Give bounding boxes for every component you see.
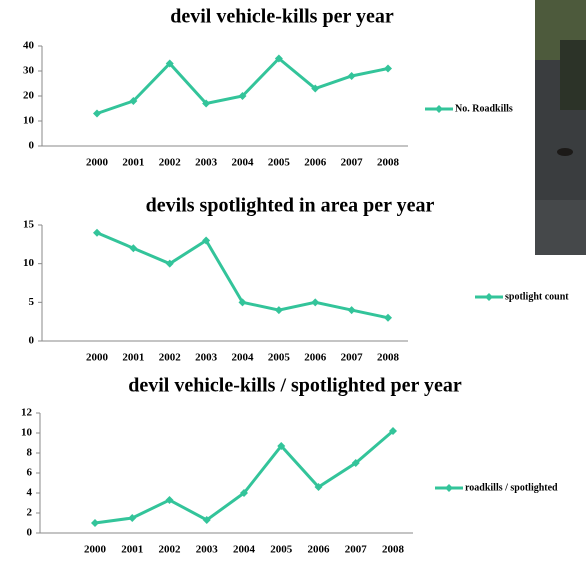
x-tick-label: 2001 [122,352,144,364]
y-tick-label: 5 [29,296,35,308]
x-tick-label: 2005 [270,544,293,556]
data-point [348,306,356,314]
x-tick-label: 2000 [86,352,109,364]
y-tick-label: 0 [27,527,33,539]
x-tick-label: 2006 [304,157,327,169]
y-tick-label: 2 [27,507,33,519]
series-line [97,59,388,114]
chart-title: devil vehicle-kills / spotlighted per ye… [128,375,462,397]
data-point [384,65,392,73]
x-tick-label: 2003 [195,157,218,169]
x-tick-label: 2007 [345,544,368,556]
y-tick-label: 10 [23,115,35,127]
legend-label: spotlight count [505,291,569,302]
legend-label: No. Roadkills [455,103,513,114]
x-tick-label: 2002 [159,352,182,364]
y-tick-label: 8 [27,447,33,459]
x-tick-label: 2008 [377,352,400,364]
data-point [384,314,392,322]
x-tick-label: 2001 [121,544,143,556]
chart-title: devils spotlighted in area per year [146,195,435,217]
x-tick-label: 2008 [382,544,405,556]
legend-marker [485,293,493,301]
legend-label: roadkills / spotlighted [465,482,558,493]
page: devil vehicle-kills per year010203040200… [0,0,586,564]
x-tick-label: 2007 [341,157,364,169]
y-tick-label: 6 [27,467,33,479]
data-point [91,519,99,527]
legend-marker [435,105,443,113]
x-tick-label: 2002 [159,544,182,556]
x-tick-label: 2001 [122,157,144,169]
y-tick-label: 20 [23,90,35,102]
x-tick-label: 2004 [233,544,256,556]
data-point [93,110,101,118]
x-tick-label: 2005 [268,352,291,364]
chart-title: devil vehicle-kills per year [170,6,394,28]
data-point [275,306,283,314]
x-tick-label: 2007 [341,352,364,364]
y-tick-label: 12 [21,407,33,419]
data-point [311,298,319,306]
x-tick-label: 2003 [195,352,218,364]
y-tick-label: 0 [29,335,35,347]
x-tick-label: 2008 [377,157,400,169]
x-tick-label: 2006 [308,544,331,556]
x-tick-label: 2000 [84,544,107,556]
y-tick-label: 0 [29,140,35,152]
x-tick-label: 2005 [268,157,291,169]
y-tick-label: 4 [27,487,33,499]
y-tick-label: 15 [23,219,35,231]
y-tick-label: 10 [21,427,33,439]
series-line [95,431,393,523]
photo [535,0,586,255]
x-tick-label: 2000 [86,157,109,169]
y-tick-label: 30 [23,65,35,77]
x-tick-label: 2006 [304,352,327,364]
data-point [348,72,356,80]
x-tick-label: 2004 [232,352,255,364]
legend-marker [445,484,453,492]
y-tick-label: 40 [23,40,35,52]
y-tick-label: 10 [23,257,35,269]
x-tick-label: 2004 [232,157,255,169]
x-tick-label: 2002 [159,157,182,169]
x-tick-label: 2003 [196,544,219,556]
